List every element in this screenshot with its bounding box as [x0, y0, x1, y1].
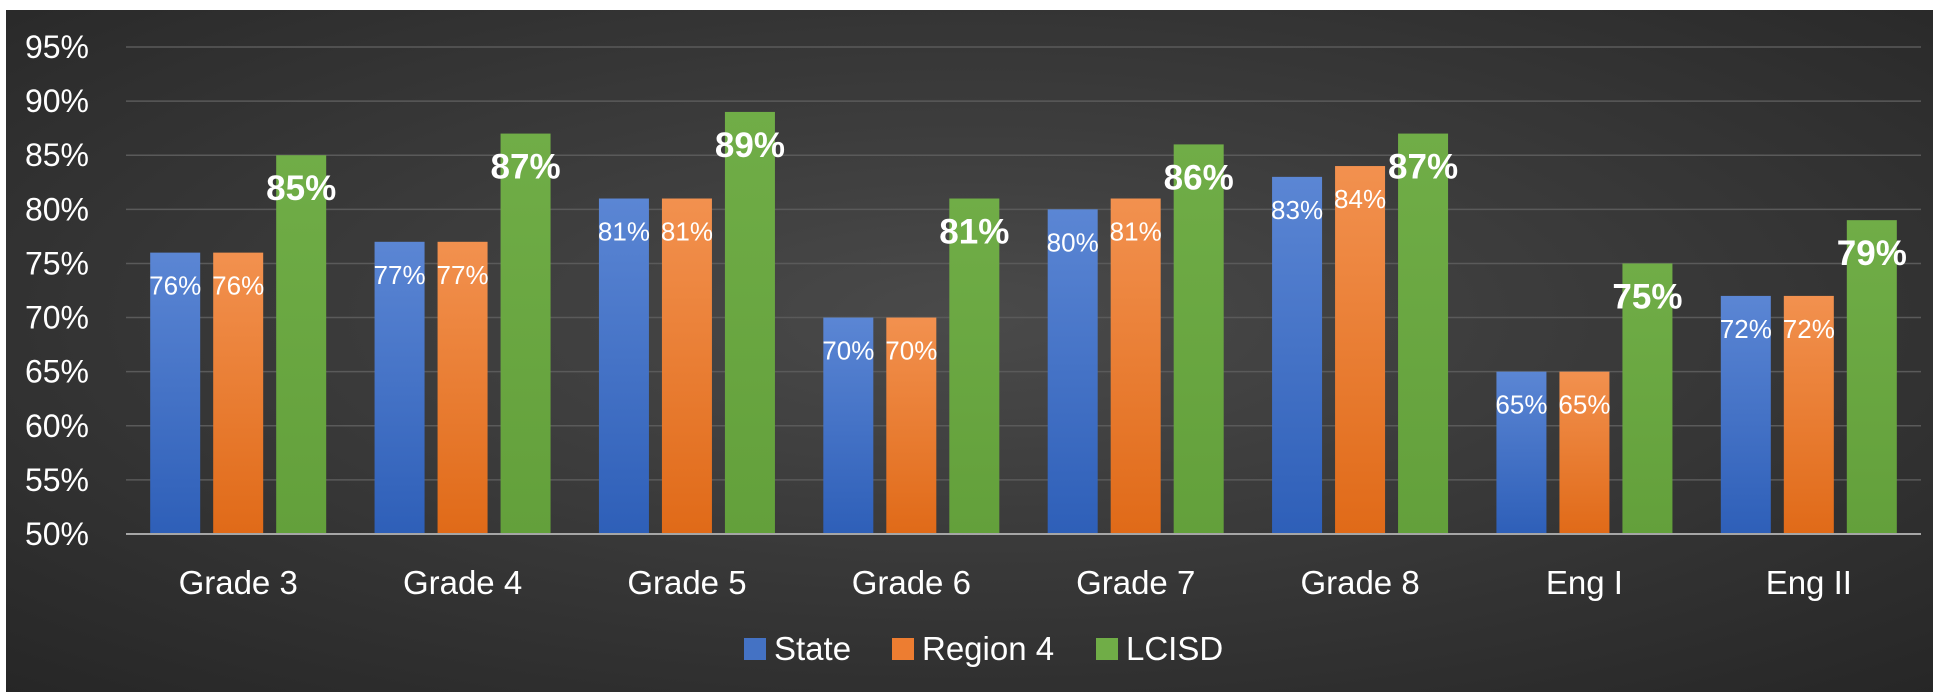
bar-lcisd: [949, 198, 1000, 534]
bar-region-4: [1335, 166, 1386, 535]
y-tick-label: 75%: [25, 245, 89, 281]
data-label-region-4: 72%: [1783, 314, 1835, 344]
bar-state: [374, 241, 425, 535]
x-tick-label: Eng II: [1766, 564, 1852, 601]
bar-region-4: [437, 241, 488, 535]
bar-chart: 50% 55% 60% 65% 70% 75% 80% 85% 90% 95% 76% 76% 85%…: [6, 10, 1933, 692]
legend-swatch-lcisd: [1096, 638, 1118, 660]
data-label-lcisd: 75%: [1612, 277, 1682, 316]
data-label-state: 65%: [1495, 390, 1547, 420]
data-labels: 76% 76% 85% 77% 77% 87% 81% 81% 89% 70% 70% 81% 80% 8…: [149, 126, 1907, 420]
data-label-region-4: 76%: [212, 271, 264, 301]
data-label-lcisd: 79%: [1837, 234, 1907, 273]
y-tick-label: 90%: [25, 83, 89, 119]
bars: [150, 111, 1897, 535]
data-label-state: 70%: [822, 336, 874, 366]
y-tick-label: 60%: [25, 408, 89, 444]
x-tick-label: Grade 6: [852, 564, 971, 601]
bar-state: [1496, 371, 1547, 534]
x-tick-label: Eng I: [1546, 564, 1623, 601]
bar-lcisd: [1622, 263, 1673, 534]
data-label-lcisd: 87%: [491, 148, 561, 187]
bar-region-4: [1110, 198, 1161, 534]
data-label-state: 80%: [1047, 227, 1099, 257]
data-label-state: 83%: [1271, 195, 1323, 225]
data-label-state: 77%: [374, 260, 426, 290]
bar-state: [598, 198, 649, 534]
bar-region-4: [886, 317, 937, 534]
y-tick-label: 70%: [25, 300, 89, 336]
bar-region-4: [1783, 295, 1834, 534]
legend-swatch-region-4: [892, 638, 914, 660]
y-tick-label: 50%: [25, 516, 89, 552]
x-tick-label: Grade 7: [1076, 564, 1195, 601]
bar-region-4: [661, 198, 712, 534]
legend-label-lcisd: LCISD: [1126, 630, 1223, 667]
x-tick-label: Grade 3: [179, 564, 298, 601]
x-axis: Grade 3 Grade 4 Grade 5 Grade 6 Grade 7 Grade…: [126, 533, 1921, 601]
bar-lcisd: [1398, 133, 1449, 535]
x-tick-label: Grade 5: [627, 564, 746, 601]
gridlines: [126, 46, 1921, 481]
bar-lcisd: [724, 111, 775, 534]
y-tick-label: 85%: [25, 137, 89, 173]
y-tick-label: 55%: [25, 462, 89, 498]
data-label-lcisd: 89%: [715, 126, 785, 165]
bar-region-4: [1559, 371, 1610, 534]
bar-lcisd: [1173, 144, 1224, 534]
legend-label-state: State: [774, 630, 851, 667]
y-tick-label: 80%: [25, 191, 89, 227]
bar-lcisd: [1846, 220, 1897, 534]
data-label-region-4: 81%: [1110, 217, 1162, 247]
bar-lcisd: [500, 133, 551, 535]
data-label-lcisd: 87%: [1388, 148, 1458, 187]
bar-state: [1272, 176, 1323, 534]
data-label-lcisd: 81%: [939, 213, 1009, 252]
bar-state: [823, 317, 874, 534]
y-tick-label: 65%: [25, 354, 89, 390]
data-label-state: 76%: [149, 271, 201, 301]
x-tick-label: Grade 8: [1300, 564, 1419, 601]
bar-state: [150, 252, 201, 534]
y-tick-label: 95%: [25, 29, 89, 65]
data-label-state: 81%: [598, 217, 650, 247]
data-label-region-4: 81%: [661, 217, 713, 247]
data-label-state: 72%: [1720, 314, 1772, 344]
data-label-lcisd: 85%: [266, 169, 336, 208]
data-label-region-4: 84%: [1334, 184, 1386, 214]
y-axis-ticks: 50% 55% 60% 65% 70% 75% 80% 85% 90% 95%: [25, 29, 89, 552]
chart: 50% 55% 60% 65% 70% 75% 80% 85% 90% 95% 76% 76% 85%…: [6, 10, 1933, 692]
data-label-lcisd: 86%: [1164, 158, 1234, 197]
data-label-region-4: 77%: [437, 260, 489, 290]
data-label-region-4: 70%: [885, 336, 937, 366]
data-label-region-4: 65%: [1558, 390, 1610, 420]
bar-region-4: [213, 252, 264, 534]
legend-swatch-state: [744, 638, 766, 660]
x-tick-label: Grade 4: [403, 564, 522, 601]
legend: State Region 4 LCISD: [744, 630, 1223, 667]
legend-label-region-4: Region 4: [922, 630, 1054, 667]
bar-state: [1047, 209, 1098, 535]
bar-lcisd: [276, 155, 327, 534]
bar-state: [1720, 295, 1771, 534]
